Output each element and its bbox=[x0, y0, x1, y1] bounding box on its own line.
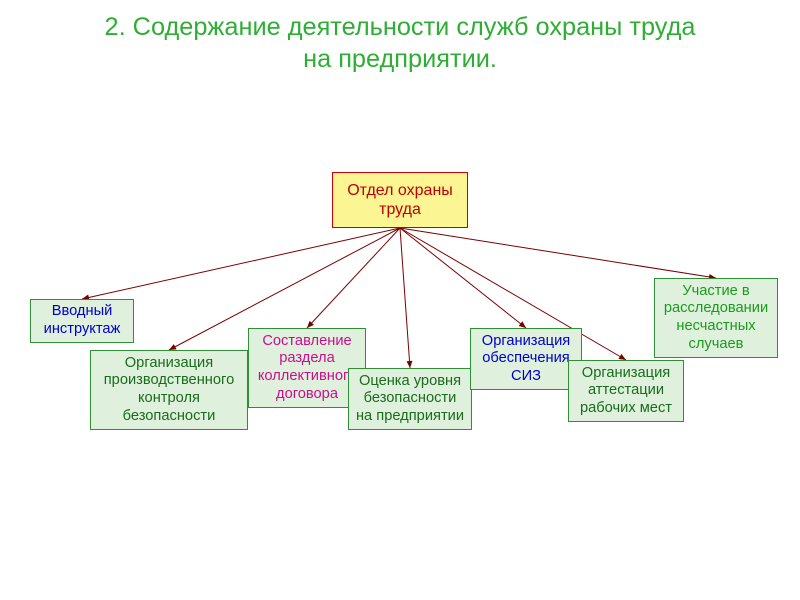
child-siz-line1: обеспечения bbox=[482, 350, 569, 366]
child-node-siz: Организацияобеспечения СИЗ bbox=[470, 328, 582, 390]
child-rassledovanie-line3: случаев bbox=[689, 336, 744, 352]
child-node-attestation: Организацияаттестации рабочих мест bbox=[568, 360, 684, 422]
child-rassledovanie-line2: несчастных bbox=[676, 318, 755, 334]
child-vvodnyy-line0: Вводный bbox=[52, 303, 113, 319]
child-kollektiv-dogovor-line2: коллективного bbox=[258, 368, 356, 384]
child-vvodnyy-line1: инструктаж bbox=[44, 321, 121, 337]
child-siz-line2: СИЗ bbox=[511, 368, 541, 384]
connector-siz bbox=[400, 228, 526, 328]
child-kollektiv-dogovor-line0: Составление bbox=[262, 333, 351, 349]
root-node: Отдел охраны труда bbox=[332, 172, 468, 228]
child-proizv-kontrol-line2: контроля bbox=[138, 390, 200, 406]
connector-otsenka bbox=[400, 228, 410, 368]
child-proizv-kontrol-line1: производственного bbox=[104, 372, 234, 388]
child-otsenka-line0: Оценка уровня bbox=[359, 373, 461, 389]
child-proizv-kontrol-line0: Организация bbox=[125, 355, 213, 371]
root-label-line2: труда bbox=[379, 201, 421, 218]
child-otsenka-line1: безопасности bbox=[364, 390, 457, 406]
child-otsenka-line2: на предприятии bbox=[356, 408, 464, 424]
child-node-rassledovanie: Участие врасследовании несчастных случаев bbox=[654, 278, 778, 358]
child-kollektiv-dogovor-line1: раздела bbox=[279, 350, 334, 366]
child-rassledovanie-line0: Участие в bbox=[682, 283, 749, 299]
child-siz-line0: Организация bbox=[482, 333, 570, 349]
connector-vvodnyy bbox=[82, 228, 400, 299]
root-label-line1: Отдел охраны bbox=[347, 182, 453, 199]
child-attestation-line1: аттестации bbox=[588, 382, 664, 398]
connector-rassledovanie bbox=[400, 228, 716, 278]
child-node-proizv-kontrol: Организацияпроизводственного контроля безо… bbox=[90, 350, 248, 430]
child-attestation-line2: рабочих мест bbox=[580, 400, 672, 416]
connector-kollektiv-dogovor bbox=[307, 228, 400, 328]
child-kollektiv-dogovor-line3: договора bbox=[276, 386, 338, 402]
child-attestation-line0: Организация bbox=[582, 365, 670, 381]
child-proizv-kontrol-line3: безопасности bbox=[123, 408, 216, 424]
child-node-otsenka: Оценка уровнябезопасности на предприятии bbox=[348, 368, 472, 430]
child-node-vvodnyy: Вводный инструктаж bbox=[30, 299, 134, 343]
child-rassledovanie-line1: расследовании bbox=[664, 300, 768, 316]
